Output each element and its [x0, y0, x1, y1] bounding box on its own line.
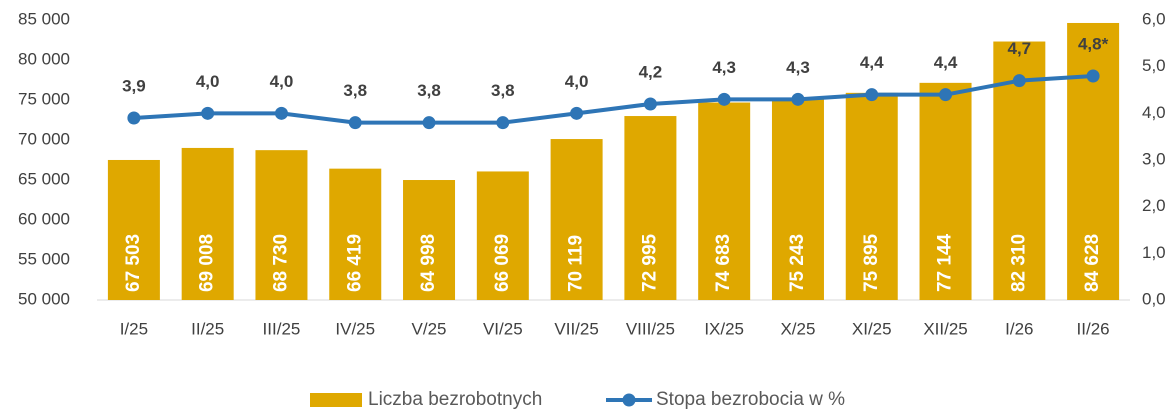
- line-point: [643, 97, 657, 111]
- bar: [624, 116, 677, 300]
- line-point: [348, 116, 362, 130]
- line-value-label: 3,8: [417, 81, 441, 100]
- y-tick-label: 50 000: [18, 289, 70, 308]
- line-value-label: 4,4: [934, 53, 958, 72]
- x-tick-label: I/26: [1005, 319, 1033, 338]
- x-tick-label: IX/25: [704, 319, 744, 338]
- bar-value-label: 75 895: [861, 233, 882, 292]
- line-point: [422, 116, 436, 130]
- line-value-label: 4,8*: [1078, 34, 1109, 53]
- bar-value-label: 68 730: [270, 234, 291, 292]
- legend-swatch: [310, 393, 362, 407]
- y-tick-label: 60 000: [18, 209, 70, 228]
- bar: [329, 168, 382, 300]
- y2-tick-label: 1,0: [1142, 243, 1166, 262]
- x-tick-label: II/26: [1077, 319, 1110, 338]
- line-point: [496, 116, 510, 130]
- bar-value-label: 70 119: [566, 235, 587, 292]
- y2-tick-label: 6,0: [1142, 9, 1166, 28]
- line-value-label: 4,0: [196, 72, 220, 91]
- line-value-label: 4,0: [565, 72, 589, 91]
- line-value-label: 3,9: [122, 76, 146, 95]
- bar-value-label: 84 628: [1082, 234, 1103, 292]
- bar-value-label: 82 310: [1008, 234, 1029, 292]
- legend-swatch-point: [622, 393, 636, 407]
- y2-tick-label: 4,0: [1142, 103, 1166, 122]
- x-tick-label: VI/25: [483, 319, 523, 338]
- bar-value-label: 75 243: [787, 234, 808, 292]
- x-tick-label: III/25: [263, 319, 301, 338]
- y-tick-label: 55 000: [18, 249, 70, 268]
- line-point: [1012, 74, 1026, 88]
- bar: [255, 150, 308, 300]
- x-tick-label: V/25: [412, 319, 447, 338]
- x-tick-label: II/25: [191, 319, 224, 338]
- bar: [771, 98, 824, 300]
- bar-value-label: 77 144: [935, 233, 956, 292]
- line: [133, 74, 1094, 125]
- line-point: [791, 92, 805, 106]
- line-value-label: 4,3: [786, 58, 810, 77]
- line-point: [939, 88, 953, 102]
- legend-label: Liczba bezrobotnych: [368, 389, 542, 410]
- y2-tick-label: 3,0: [1142, 149, 1166, 168]
- x-tick-label: X/25: [780, 319, 815, 338]
- line-value-label: 4,4: [860, 53, 884, 72]
- line-value-label: 4,2: [639, 62, 663, 81]
- y-tick-label: 65 000: [18, 169, 70, 188]
- x-tick-label: VIII/25: [626, 319, 675, 338]
- bar: [181, 147, 234, 300]
- bar: [476, 171, 529, 300]
- bar-value-label: 67 503: [123, 234, 144, 292]
- line-value-label: 4,7: [1008, 39, 1032, 58]
- line-value-label: 4,0: [270, 72, 294, 91]
- x-tick-label: XI/25: [852, 319, 892, 338]
- line-point: [127, 111, 141, 125]
- line-point: [865, 88, 879, 102]
- bar: [403, 180, 456, 300]
- y2-tick-label: 0,0: [1142, 289, 1166, 308]
- x-tick-label: VII/25: [554, 319, 598, 338]
- y-tick-label: 80 000: [18, 49, 70, 68]
- bar: [107, 159, 160, 300]
- y-tick-label: 75 000: [18, 89, 70, 108]
- y-tick-label: 70 000: [18, 129, 70, 148]
- bar-value-label: 66 069: [492, 234, 513, 292]
- bar: [550, 139, 603, 300]
- bar: [919, 82, 972, 301]
- line-point: [201, 106, 215, 120]
- bar-value-label: 74 683: [713, 234, 734, 292]
- line-value-label: 3,8: [491, 81, 515, 100]
- bar-value-label: 64 998: [418, 234, 439, 292]
- bar: [845, 92, 898, 300]
- legend-label: Stopa bezrobocia w %: [656, 389, 845, 410]
- bar: [698, 102, 751, 300]
- line-point: [274, 106, 288, 120]
- line-value-label: 3,8: [343, 81, 367, 100]
- y2-tick-label: 5,0: [1142, 56, 1166, 75]
- line-value-label: 4,3: [712, 58, 736, 77]
- bar-value-label: 69 008: [197, 234, 218, 292]
- bar-value-label: 66 419: [344, 234, 365, 292]
- line-point: [717, 92, 731, 106]
- x-tick-label: I/25: [120, 319, 148, 338]
- y2-tick-label: 2,0: [1142, 196, 1166, 215]
- y-tick-label: 85 000: [18, 9, 70, 28]
- line-point: [570, 106, 584, 120]
- bar: [1067, 22, 1120, 300]
- x-tick-label: XII/25: [923, 319, 967, 338]
- bar-value-label: 72 995: [639, 233, 660, 292]
- x-tick-label: IV/25: [335, 319, 375, 338]
- line-point: [1086, 69, 1100, 83]
